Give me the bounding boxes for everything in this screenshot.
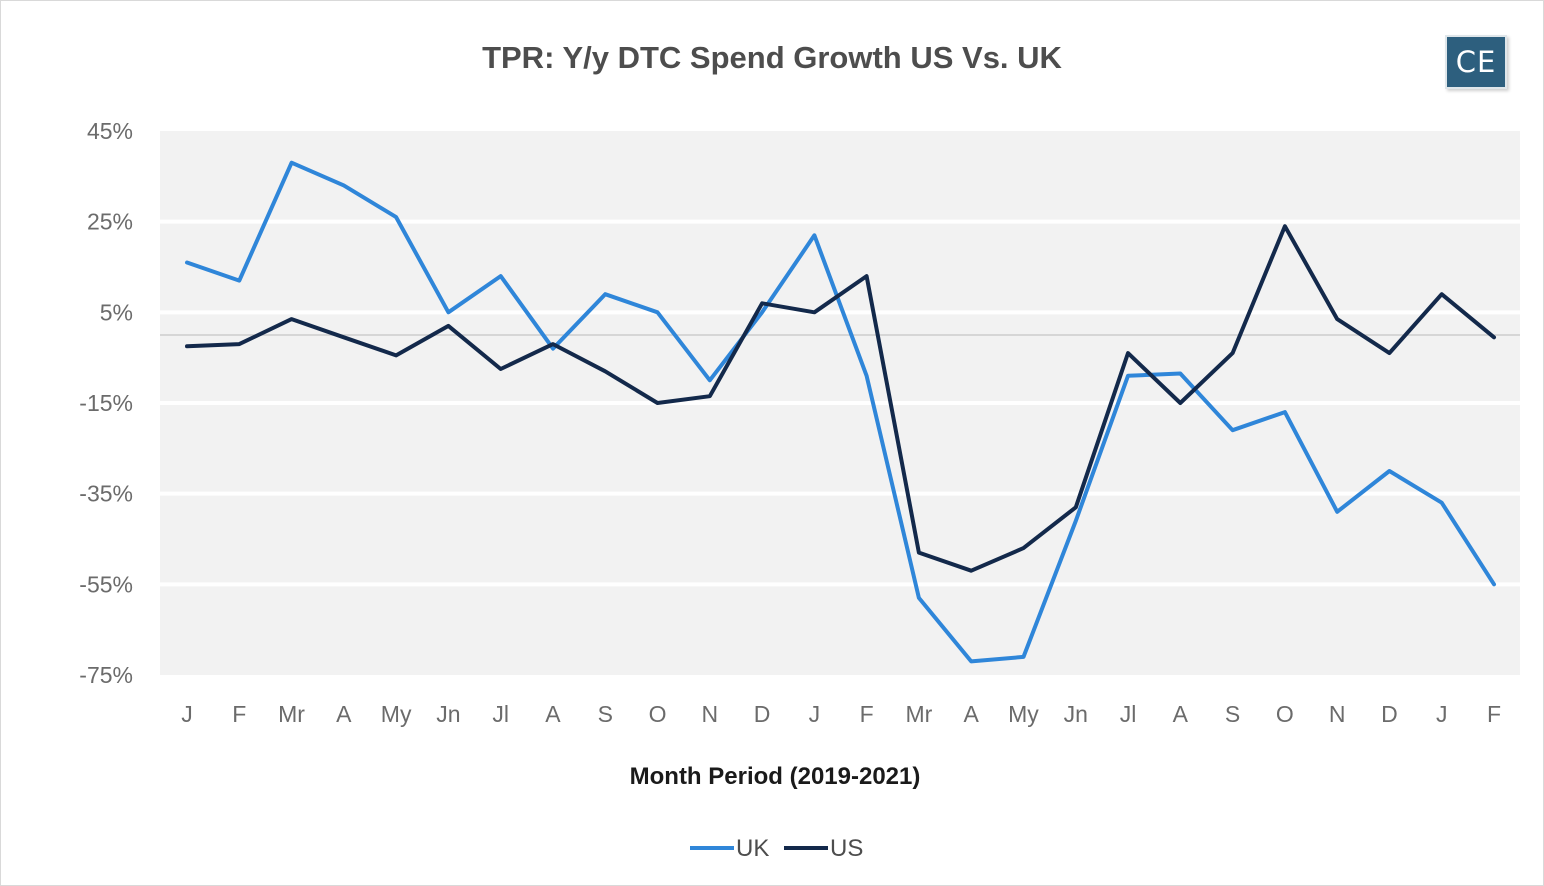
x-tick-label: S bbox=[1225, 701, 1240, 727]
series-lines bbox=[185, 160, 1496, 664]
x-tick-label: O bbox=[1276, 701, 1294, 727]
x-tick-label: My bbox=[1008, 701, 1039, 727]
x-tick-label: F bbox=[860, 701, 874, 727]
y-tick-label: -15% bbox=[79, 390, 133, 416]
legend-label-us: US bbox=[830, 835, 863, 862]
x-tick-label: F bbox=[232, 701, 246, 727]
legend-label-uk: UK bbox=[736, 835, 769, 862]
x-tick-label: F bbox=[1487, 701, 1501, 727]
x-tick-label: Mr bbox=[278, 701, 305, 727]
x-tick-label: A bbox=[336, 701, 352, 727]
y-tick-label: 5% bbox=[100, 299, 133, 325]
x-tick-label: N bbox=[1329, 701, 1346, 727]
x-tick-label: My bbox=[381, 701, 412, 727]
ce-logo: CE bbox=[1445, 35, 1507, 89]
x-tick-label: D bbox=[754, 701, 771, 727]
x-tick-label: A bbox=[1173, 701, 1189, 727]
legend: UK US bbox=[690, 835, 863, 862]
x-tick-label: A bbox=[964, 701, 980, 727]
x-tick-label: J bbox=[809, 701, 821, 727]
x-tick-label: J bbox=[1436, 701, 1448, 727]
y-tick-label: 25% bbox=[87, 209, 133, 235]
y-axis-ticks: 45% 25% 5% -15% -35% -55% -75% bbox=[79, 118, 133, 688]
series-line-uk bbox=[185, 160, 1496, 664]
y-tick-label: 45% bbox=[87, 118, 133, 144]
x-tick-label: Jn bbox=[1064, 701, 1088, 727]
x-axis-title: Month Period (2019-2021) bbox=[629, 763, 921, 790]
x-tick-label: Jn bbox=[436, 701, 460, 727]
x-tick-label: O bbox=[649, 701, 667, 727]
x-tick-label: N bbox=[701, 701, 718, 727]
x-axis-ticks: J F Mr A My Jn Jl A S O N D J F Mr A My Jn Jl A S O N D J F bbox=[181, 701, 1501, 727]
x-tick-label: Mr bbox=[906, 701, 933, 727]
x-tick-label: J bbox=[181, 701, 193, 727]
y-tick-label: -55% bbox=[79, 571, 133, 597]
x-tick-label: A bbox=[545, 701, 561, 727]
y-tick-label: -75% bbox=[79, 662, 133, 688]
x-tick-label: S bbox=[598, 701, 613, 727]
gridlines bbox=[160, 219, 1520, 587]
series-line-us bbox=[185, 224, 1496, 573]
x-tick-label: Jl bbox=[1120, 701, 1137, 727]
x-tick-label: D bbox=[1381, 701, 1398, 727]
x-tick-label: Jl bbox=[492, 701, 509, 727]
y-tick-label: -35% bbox=[79, 481, 133, 507]
ce-logo-text: CE bbox=[1455, 45, 1497, 79]
chart-title: TPR: Y/y DTC Spend Growth US Vs. UK bbox=[482, 40, 1062, 75]
